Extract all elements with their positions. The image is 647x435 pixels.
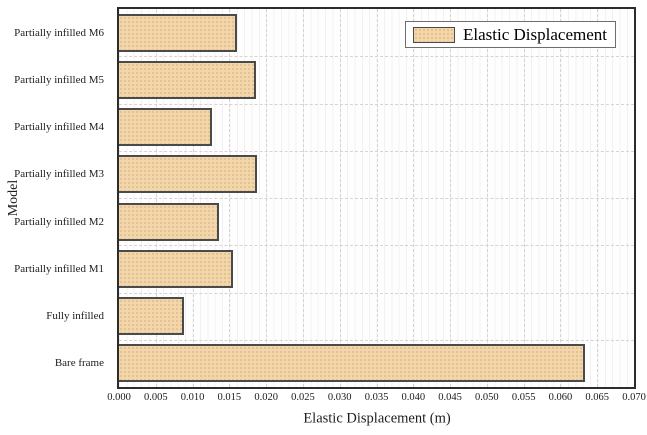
minor-gridline-horizontal bbox=[119, 56, 634, 58]
y-tick-label: Partially infilled M5 bbox=[14, 73, 104, 86]
x-tick-label: 0.045 bbox=[438, 392, 462, 403]
x-tick-label: 0.000 bbox=[107, 392, 131, 403]
bar-partially-infilled-m3 bbox=[119, 155, 257, 194]
plot-area bbox=[117, 7, 636, 389]
minor-gridline-horizontal bbox=[119, 103, 634, 105]
bar-partially-infilled-m2 bbox=[119, 202, 219, 241]
x-tick-labels: 0.000 0.005 0.010 0.015 0.020 0.025 0.030 0.035… bbox=[107, 392, 646, 406]
x-tick-label: 0.015 bbox=[217, 392, 242, 403]
x-tick-label: 0.065 bbox=[585, 392, 610, 403]
x-tick-label: 0.050 bbox=[475, 392, 499, 403]
y-tick-label: Partially infilled M1 bbox=[14, 262, 104, 275]
minor-gridline-horizontal bbox=[119, 292, 634, 294]
bar-partially-infilled-m1 bbox=[119, 249, 233, 288]
legend: Elastic Displacement bbox=[405, 21, 616, 48]
minor-gridline-horizontal bbox=[119, 245, 634, 247]
minor-gridline-horizontal bbox=[119, 198, 634, 199]
x-axis-title: Elastic Displacement (m) bbox=[303, 410, 451, 427]
legend-swatch-icon bbox=[413, 26, 455, 43]
bar-partially-infilled-m5 bbox=[119, 60, 256, 99]
x-tick-label: 0.010 bbox=[180, 392, 205, 403]
y-tick-label: Partially infilled M6 bbox=[14, 26, 104, 39]
x-tick-label: 0.025 bbox=[291, 392, 315, 403]
minor-gridline-horizontal bbox=[119, 339, 634, 341]
bar-fully-infilled bbox=[119, 297, 184, 336]
y-tick-labels: Partially infilled M6 Partially infilled … bbox=[0, 0, 104, 435]
bar-partially-infilled-m4 bbox=[119, 108, 212, 147]
legend-label: Elastic Displacement bbox=[463, 24, 607, 44]
x-tick-label: 0.020 bbox=[254, 392, 278, 403]
x-tick-label: 0.035 bbox=[364, 392, 389, 403]
bar-bare-frame bbox=[119, 344, 585, 383]
y-tick-label: Partially infilled M3 bbox=[14, 168, 104, 181]
y-tick-label: Partially infilled M2 bbox=[14, 215, 104, 228]
x-tick-label: 0.040 bbox=[401, 392, 426, 403]
minor-gridline-horizontal bbox=[119, 150, 634, 152]
x-tick-label: 0.055 bbox=[511, 392, 536, 403]
x-tick-label: 0.030 bbox=[327, 392, 352, 403]
x-tick-label: 0.070 bbox=[622, 392, 646, 403]
x-tick-label: 0.005 bbox=[143, 392, 168, 403]
y-tick-label: Fully infilled bbox=[46, 310, 104, 323]
bar-partially-infilled-m6 bbox=[119, 13, 237, 52]
y-tick-label: Partially infilled M4 bbox=[14, 121, 104, 134]
x-tick-label: 0.060 bbox=[548, 392, 573, 403]
y-tick-label: Bare frame bbox=[54, 357, 104, 370]
